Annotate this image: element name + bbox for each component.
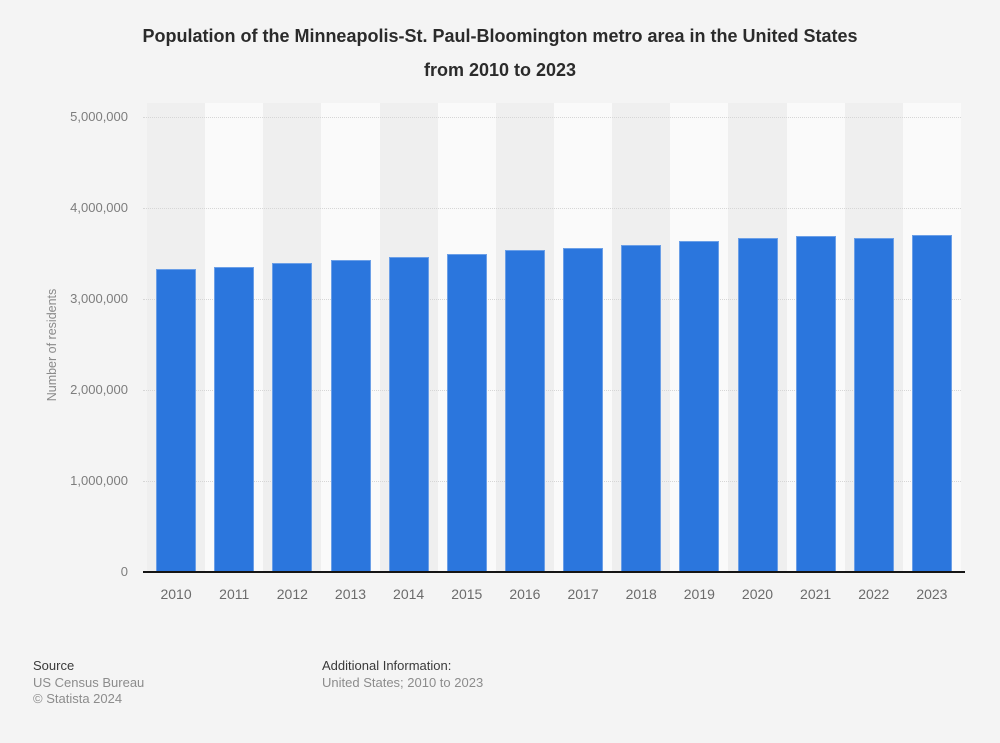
bar-2014[interactable] xyxy=(388,256,429,572)
gridline-4000000 xyxy=(143,208,961,209)
y-tick-label-0: 0 xyxy=(120,564,128,579)
bar-2020[interactable] xyxy=(737,238,778,572)
footer-source: Source US Census Bureau © Statista 2024 xyxy=(33,658,144,708)
y-tick-label-2000000: 2,000,000 xyxy=(70,382,128,397)
bar-2022[interactable] xyxy=(853,237,894,572)
bar-2015[interactable] xyxy=(446,254,487,572)
gridline-5000000 xyxy=(143,117,961,118)
additional-information-value: United States; 2010 to 2023 xyxy=(322,674,484,690)
gridline-1000000 xyxy=(143,481,961,482)
bar-2018[interactable] xyxy=(621,244,662,572)
x-axis-line xyxy=(143,571,965,573)
x-tick-2016: 2016 xyxy=(509,586,541,602)
x-tick-2021: 2021 xyxy=(800,586,832,602)
x-tick-2015: 2015 xyxy=(451,586,483,602)
bar-2021[interactable] xyxy=(795,236,836,572)
bar-2017[interactable] xyxy=(563,248,604,572)
x-tick-2010: 2010 xyxy=(160,586,192,602)
bar-2012[interactable] xyxy=(272,262,313,572)
additional-information-label: Additional Information: xyxy=(322,658,452,673)
y-tick-label-3000000: 3,000,000 xyxy=(70,291,128,306)
x-tick-2012: 2012 xyxy=(276,586,308,602)
x-tick-2020: 2020 xyxy=(741,586,774,602)
footer-additional-information: Additional Information: United States; 2… xyxy=(322,658,483,691)
x-tick-2023: 2023 xyxy=(916,586,948,602)
bar-2023[interactable] xyxy=(911,234,952,572)
bar-2019[interactable] xyxy=(679,241,720,572)
chart-title-line2: from 2010 to 2023 xyxy=(423,60,577,80)
bar-2016[interactable] xyxy=(504,249,545,572)
source-name: US Census Bureau xyxy=(33,674,145,690)
x-tick-2011: 2011 xyxy=(219,586,250,602)
chart-title-line1: Population of the Minneapolis-St. Paul-B… xyxy=(142,26,858,46)
x-tick-2014: 2014 xyxy=(393,586,425,602)
y-tick-label-5000000: 5,000,000 xyxy=(70,109,128,124)
statista-copyright: © Statista 2024 xyxy=(33,691,123,706)
source-label: Source xyxy=(33,658,75,673)
bar-2011[interactable] xyxy=(214,267,255,572)
x-tick-2019: 2019 xyxy=(683,586,715,602)
x-tick-2017: 2017 xyxy=(567,586,599,602)
gridline-3000000 xyxy=(143,299,961,300)
y-tick-label-4000000: 4,000,000 xyxy=(70,200,128,215)
y-tick-label-1000000: 1,000,000 xyxy=(70,473,128,488)
bar-2013[interactable] xyxy=(330,259,371,572)
x-tick-2013: 2013 xyxy=(334,586,367,602)
chart-title: Population of the Minneapolis-St. Paul-B… xyxy=(0,19,1000,87)
bar-2010[interactable] xyxy=(156,269,197,572)
x-tick-2018: 2018 xyxy=(625,586,657,602)
gridline-2000000 xyxy=(143,390,961,391)
x-tick-2022: 2022 xyxy=(858,586,890,602)
